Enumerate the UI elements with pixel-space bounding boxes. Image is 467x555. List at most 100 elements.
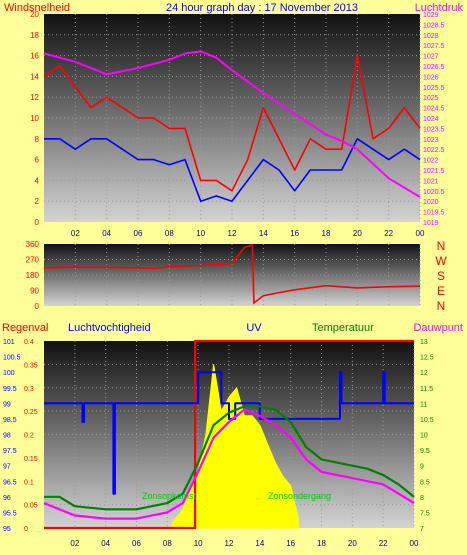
direction-tick-label: 90	[30, 287, 39, 296]
humidity-tick-label: 95	[3, 526, 11, 533]
rain-tick-label: 0	[24, 526, 28, 533]
humidity-tick-label: 96.5	[3, 479, 17, 486]
dewpoint-axis-label: Dauwpunt	[413, 322, 463, 334]
time-tick-label: 20	[348, 539, 357, 548]
wind-direction-line	[43, 243, 421, 305]
humidity-tick-label: 97	[3, 464, 11, 471]
wind-tick-label: 10	[30, 114, 39, 123]
time-tick-label: 06	[134, 229, 143, 238]
compass-label: S	[437, 269, 445, 283]
humidity-axis-label: Luchtvochtigheid	[68, 322, 151, 334]
time-tick-label: 18	[317, 539, 326, 548]
rain-tick-label: 0.1	[24, 479, 34, 486]
temperature-tick-label: 7.5	[420, 510, 430, 517]
rain-tick-label: 0.4	[24, 339, 34, 346]
temperature-tick-label: 10.5	[420, 417, 434, 424]
sunset-label: Zonsondergang	[268, 491, 331, 501]
pressure-tick-label: 1022	[423, 158, 439, 165]
compass-label: E	[437, 284, 445, 298]
time-tick-label: 10	[196, 229, 205, 238]
pressure-tick-label: 1019	[423, 220, 439, 227]
humidity-tick-label: 99.5	[3, 386, 17, 393]
direction-tick-label: 360	[26, 240, 40, 249]
sunrise-label: Zonsopkomst	[142, 491, 197, 501]
compass-label: W	[435, 254, 447, 268]
pressure-axis-label: Luchtdruk	[415, 2, 464, 14]
compass-label: N	[437, 299, 446, 313]
time-tick-label: 22	[384, 229, 393, 238]
pressure-tick-label: 1024	[423, 116, 439, 123]
pressure-tick-label: 1026	[423, 74, 439, 81]
time-tick-label: 04	[102, 229, 111, 238]
wind-tick-label: 4	[35, 176, 40, 185]
gust-line	[44, 138, 421, 202]
chart-title: 24 hour graph day : 17 November 2013	[166, 2, 358, 14]
temperature-tick-label: 9.5	[420, 448, 430, 455]
pressure-tick-label: 1023	[423, 137, 439, 144]
wind-tick-label: 6	[35, 156, 40, 165]
direction-tick-label: 0	[35, 302, 40, 311]
pressure-tick-label: 1027.5	[423, 43, 445, 50]
time-tick-label: 02	[70, 539, 79, 548]
pressure-line	[43, 50, 421, 198]
humidity-tick-label: 98.5	[3, 417, 17, 424]
rain-tick-label: 0.3	[24, 386, 34, 393]
pressure-tick-label: 1026.5	[423, 64, 445, 71]
temperature-tick-label: 10	[420, 433, 428, 440]
wind-tick-label: 0	[35, 218, 40, 227]
rain-tick-label: 0.2	[24, 433, 34, 440]
time-tick-label: 12	[225, 539, 234, 548]
pressure-tick-label: 1028.5	[423, 22, 445, 29]
rain-line	[44, 339, 414, 530]
wind-line	[43, 54, 421, 192]
dewpoint-line	[43, 408, 415, 520]
time-tick-label: 08	[163, 539, 172, 548]
wind-tick-label: 2	[35, 197, 40, 206]
pressure-tick-label: 1028	[423, 33, 439, 40]
compass-label: N	[437, 239, 446, 253]
humidity-line	[44, 371, 414, 495]
temperature-line	[44, 405, 415, 511]
temperature-axis-label: Temperatuur	[312, 322, 374, 334]
humidity-tick-label: 95.5	[3, 510, 17, 517]
time-tick-label: 14	[255, 539, 264, 548]
pressure-tick-label: 1027	[423, 54, 439, 61]
pressure-tick-label: 1029	[423, 12, 439, 19]
pressure-tick-label: 1019.5	[423, 210, 445, 217]
humidity-tick-label: 100	[3, 370, 15, 377]
humidity-tick-label: 101	[3, 339, 15, 346]
pressure-tick-label: 1021	[423, 178, 439, 185]
direction-tick-label: 180	[26, 271, 40, 280]
time-tick-label: 18	[322, 229, 331, 238]
temperature-tick-label: 11	[420, 401, 427, 408]
wind-tick-label: 14	[30, 72, 39, 81]
temperature-tick-label: 13	[420, 339, 428, 346]
humidity-tick-label: 97.5	[3, 448, 17, 455]
rain-tick-label: 0.35	[24, 362, 38, 369]
time-tick-label: 02	[71, 229, 80, 238]
wind-tick-label: 18	[30, 31, 39, 40]
temperature-tick-label: 7	[420, 526, 424, 533]
temperature-tick-label: 12	[420, 370, 428, 377]
uv-area	[171, 364, 299, 529]
time-tick-label: 08	[165, 229, 174, 238]
time-tick-label: 10	[194, 539, 203, 548]
temperature-tick-label: 9	[420, 464, 424, 471]
pressure-tick-label: 1022.5	[423, 147, 445, 154]
time-tick-label: 22	[379, 539, 388, 548]
humidity-tick-label: 100.5	[3, 355, 21, 362]
time-tick-label: 04	[101, 539, 110, 548]
pressure-tick-label: 1025.5	[423, 85, 445, 92]
uv-axis-label: UV	[246, 322, 262, 334]
time-tick-label: 06	[132, 539, 141, 548]
time-tick-label: 20	[353, 229, 362, 238]
wind-tick-label: 16	[30, 52, 39, 61]
rain-tick-label: 0.15	[24, 456, 38, 463]
temperature-tick-label: 11.5	[420, 386, 433, 393]
wind-tick-label: 12	[30, 93, 39, 102]
rain-tick-label: 0.25	[24, 409, 38, 416]
temperature-tick-label: 12.5	[420, 355, 434, 362]
humidity-tick-label: 96	[3, 495, 11, 502]
time-tick-label: 16	[290, 229, 299, 238]
